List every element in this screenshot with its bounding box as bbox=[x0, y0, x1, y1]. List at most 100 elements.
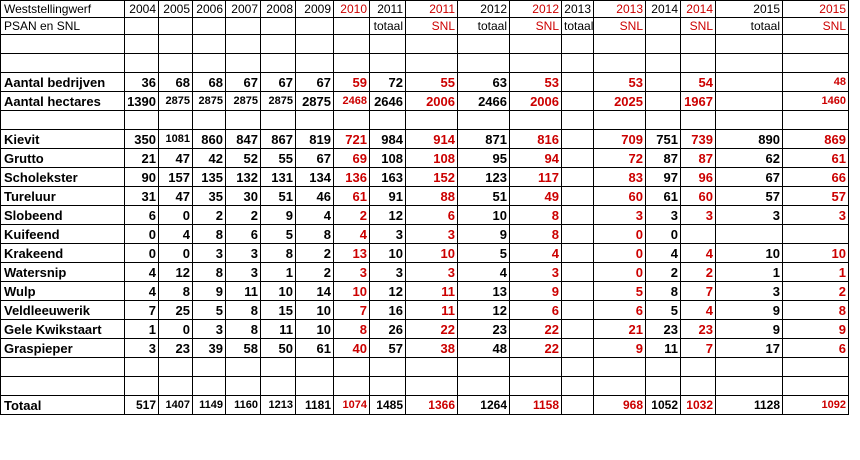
value-cell: 871 bbox=[457, 129, 510, 149]
value-cell bbox=[561, 338, 594, 358]
value-cell: 94 bbox=[509, 148, 562, 168]
value-cell: 1160 bbox=[225, 395, 261, 415]
value-cell: 3 bbox=[192, 319, 226, 339]
value-cell: 11 bbox=[225, 281, 261, 301]
row-label: Kuifeend bbox=[0, 224, 125, 244]
value-cell: 5 bbox=[192, 300, 226, 320]
value-cell bbox=[645, 91, 681, 111]
value-cell: 0 bbox=[158, 319, 193, 339]
value-cell: 3 bbox=[225, 243, 261, 263]
value-cell: 8 bbox=[333, 319, 370, 339]
value-cell: 2646 bbox=[369, 91, 406, 111]
value-cell: 2 bbox=[225, 205, 261, 225]
value-cell: 0 bbox=[593, 262, 646, 282]
value-cell: 117 bbox=[509, 167, 562, 187]
value-cell: 40 bbox=[333, 338, 370, 358]
value-cell: 7 bbox=[124, 300, 159, 320]
value-cell: 1181 bbox=[295, 395, 334, 415]
value-cell: 11 bbox=[405, 281, 458, 301]
value-cell: 8 bbox=[192, 224, 226, 244]
value-cell: 1052 bbox=[645, 395, 681, 415]
value-cell: 914 bbox=[405, 129, 458, 149]
value-cell: 48 bbox=[782, 72, 849, 92]
value-cell: 90 bbox=[124, 167, 159, 187]
value-cell: 6 bbox=[593, 300, 646, 320]
value-cell: 57 bbox=[715, 186, 783, 206]
value-cell: 35 bbox=[192, 186, 226, 206]
sub-header: SNL bbox=[782, 17, 849, 35]
empty-cell bbox=[645, 110, 681, 130]
value-cell: 3 bbox=[192, 243, 226, 263]
empty-cell bbox=[645, 34, 681, 54]
year-header: 2013 bbox=[593, 0, 646, 18]
row-label: Gele Kwikstaart bbox=[0, 319, 125, 339]
value-cell: 14 bbox=[295, 281, 334, 301]
empty-cell bbox=[0, 376, 125, 396]
value-cell: 4 bbox=[509, 243, 562, 263]
empty-cell bbox=[645, 53, 681, 73]
value-cell: 2875 bbox=[225, 91, 261, 111]
sub-header: SNL bbox=[680, 17, 716, 35]
year-header: 2006 bbox=[192, 0, 226, 18]
value-cell: 55 bbox=[405, 72, 458, 92]
value-cell: 8 bbox=[782, 300, 849, 320]
sheet-subtitle: PSAN en SNL bbox=[0, 17, 125, 35]
empty-cell bbox=[593, 357, 646, 377]
value-cell: 5 bbox=[645, 300, 681, 320]
value-cell bbox=[715, 224, 783, 244]
row-label: Aantal bedrijven bbox=[0, 72, 125, 92]
empty-row bbox=[0, 376, 849, 396]
sub-header bbox=[645, 17, 681, 35]
sub-header bbox=[333, 17, 370, 35]
value-cell: 3 bbox=[405, 224, 458, 244]
empty-cell bbox=[158, 376, 193, 396]
value-cell: 62 bbox=[715, 148, 783, 168]
value-cell: 2 bbox=[192, 205, 226, 225]
value-cell: 517 bbox=[124, 395, 159, 415]
value-cell: 12 bbox=[457, 300, 510, 320]
empty-cell bbox=[509, 357, 562, 377]
value-cell: 67 bbox=[715, 167, 783, 187]
empty-cell bbox=[715, 34, 783, 54]
empty-cell bbox=[295, 110, 334, 130]
empty-cell bbox=[782, 110, 849, 130]
value-cell: 12 bbox=[158, 262, 193, 282]
value-cell bbox=[561, 72, 594, 92]
empty-cell bbox=[369, 376, 406, 396]
empty-cell bbox=[680, 357, 716, 377]
empty-cell bbox=[225, 110, 261, 130]
value-cell: 8 bbox=[260, 243, 296, 263]
value-cell: 51 bbox=[457, 186, 510, 206]
value-cell: 163 bbox=[369, 167, 406, 187]
year-header: 2015 bbox=[782, 0, 849, 18]
value-cell: 132 bbox=[225, 167, 261, 187]
value-cell: 53 bbox=[509, 72, 562, 92]
empty-cell bbox=[645, 357, 681, 377]
value-cell: 1 bbox=[715, 262, 783, 282]
value-cell: 59 bbox=[333, 72, 370, 92]
value-cell bbox=[561, 243, 594, 263]
value-cell: 38 bbox=[405, 338, 458, 358]
empty-cell bbox=[260, 376, 296, 396]
empty-cell bbox=[333, 53, 370, 73]
value-cell: 8 bbox=[645, 281, 681, 301]
empty-cell bbox=[782, 53, 849, 73]
value-cell: 67 bbox=[260, 72, 296, 92]
table-row: Kievit 350 1081 860 847 867 819 721 984 914 871 816… bbox=[0, 129, 849, 149]
row-label: Kievit bbox=[0, 129, 125, 149]
year-header: 2004 bbox=[124, 0, 159, 18]
value-cell: 49 bbox=[509, 186, 562, 206]
value-cell: 0 bbox=[158, 243, 193, 263]
value-cell bbox=[561, 129, 594, 149]
value-cell: 67 bbox=[225, 72, 261, 92]
empty-cell bbox=[561, 34, 594, 54]
value-cell: 8 bbox=[192, 262, 226, 282]
value-cell: 8 bbox=[158, 281, 193, 301]
sub-header bbox=[260, 17, 296, 35]
value-cell: 60 bbox=[593, 186, 646, 206]
sub-header: totaal bbox=[369, 17, 406, 35]
empty-cell bbox=[369, 34, 406, 54]
row-label: Wulp bbox=[0, 281, 125, 301]
value-cell: 4 bbox=[124, 262, 159, 282]
value-cell: 23 bbox=[457, 319, 510, 339]
